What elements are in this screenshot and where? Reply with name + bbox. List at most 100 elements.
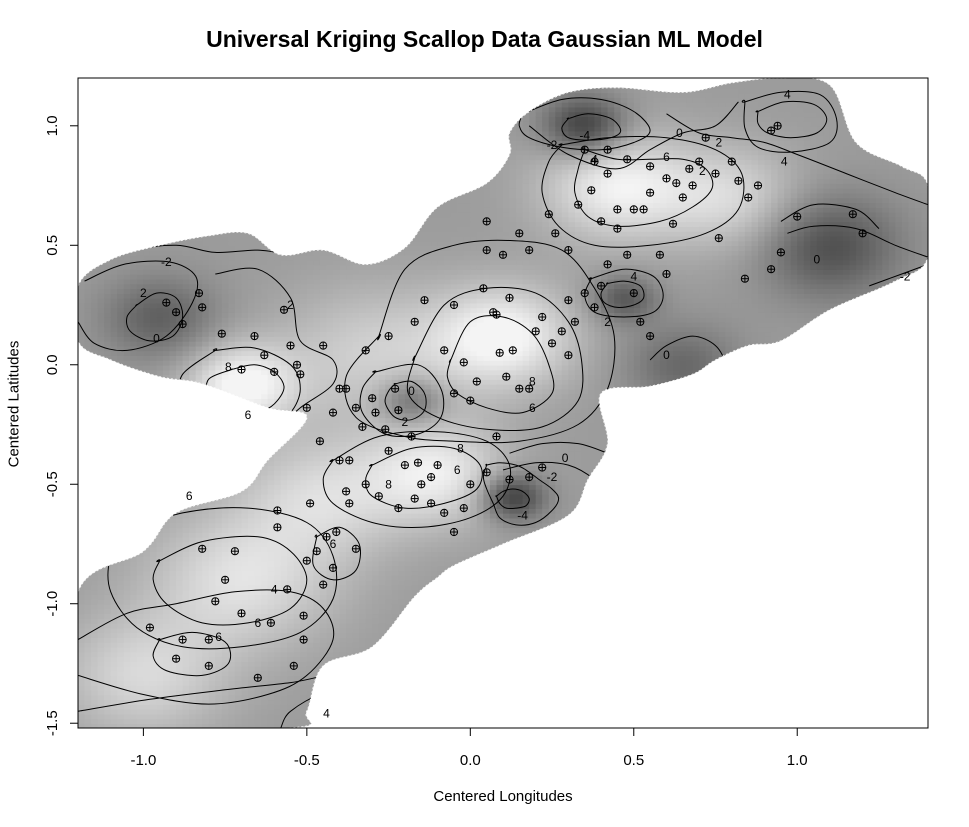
surface-cell-3208 — [228, 340, 236, 347]
surface-cell-3508 — [241, 207, 249, 213]
surface-cell-2053 — [176, 661, 184, 667]
surface-cell-4606 — [293, 159, 302, 165]
surface-cell-4068 — [267, 130, 275, 137]
surface-cell-21 — [78, 622, 86, 629]
surface-cell-2120 — [176, 340, 184, 347]
surface-cell-4120 — [274, 532, 282, 538]
surface-cell-4489 — [293, 718, 302, 724]
surface-cell-2352 — [189, 532, 197, 538]
surface-cell-1070 — [123, 159, 132, 165]
surface-cell-2114 — [176, 369, 184, 376]
surface-cell-1178 — [130, 293, 138, 299]
surface-cell-41 — [78, 527, 86, 533]
surface-cell-544 — [104, 723, 112, 728]
surface-cell-3312 — [234, 493, 243, 500]
surface-cell-3693 — [254, 622, 262, 629]
surface-cell-2967 — [215, 192, 223, 199]
surface-cell-4300 — [280, 321, 289, 328]
surface-cell-371 — [91, 250, 99, 256]
surface-cell-2822 — [208, 235, 217, 242]
surface-cell-4728 — [300, 226, 308, 232]
surface-cell-4674 — [300, 484, 308, 490]
surface-cell-2297 — [182, 144, 190, 151]
surface-cell-2595 — [202, 670, 210, 677]
surface-cell-3189 — [228, 431, 236, 438]
surface-cell-953 — [123, 718, 132, 724]
surface-cell-172 — [84, 551, 92, 557]
surface-cell-2343 — [189, 575, 197, 581]
surface-cell-4320 — [280, 226, 289, 232]
surface-cell-2757 — [208, 546, 217, 552]
surface-cell-711 — [110, 575, 119, 581]
surface-cell-2296 — [182, 149, 190, 156]
surface-cell-497 — [97, 297, 105, 304]
surface-cell-3707 — [254, 555, 262, 562]
surface-cell-1502 — [149, 694, 158, 701]
surface-cell-4552 — [293, 417, 302, 423]
surface-cell-4114 — [274, 560, 282, 567]
surface-cell-4969 — [313, 374, 321, 380]
surface-cell-522 — [97, 178, 105, 184]
surface-cell-4466 — [287, 178, 295, 184]
surface-cell-2334 — [189, 618, 197, 624]
surface-cell-2720 — [208, 723, 217, 728]
surface-cell-1911 — [169, 689, 177, 696]
surface-cell-1099 — [130, 670, 138, 677]
surface-cell-128 — [78, 111, 86, 118]
surface-cell-4902 — [313, 694, 321, 701]
surface-cell-593 — [104, 489, 112, 495]
surface-cell-1608 — [149, 187, 158, 194]
surface-cell-221 — [84, 317, 92, 323]
surface-cell-2906 — [215, 484, 223, 490]
surface-cell-4708 — [300, 321, 308, 328]
surface-cell-1468 — [143, 207, 151, 213]
surface-cell-2389 — [189, 355, 197, 361]
surface-cell-2786 — [208, 407, 217, 414]
surface-cell-2175 — [176, 78, 184, 84]
surface-cell-1634 — [156, 713, 164, 720]
surface-cell-2813 — [208, 278, 217, 285]
surface-cell-3998 — [267, 465, 275, 471]
surface-cell-795 — [110, 173, 119, 180]
surface-cell-3507 — [241, 211, 249, 218]
surface-cell-2190 — [182, 656, 190, 662]
surface-cell-3415 — [241, 651, 249, 658]
surface-cell-1019 — [123, 403, 132, 409]
surface-cell-2919 — [215, 422, 223, 428]
surface-cell-1012 — [123, 436, 132, 443]
surface-cell-4150 — [274, 388, 282, 395]
surface-cell-177 — [84, 527, 92, 533]
surface-cell-1616 — [149, 149, 158, 156]
surface-cell-1740 — [156, 207, 164, 213]
surface-cell-1708 — [156, 360, 164, 366]
surface-cell-33 — [78, 565, 86, 572]
surface-cell-1440 — [143, 340, 151, 347]
surface-cell-361 — [91, 297, 99, 304]
surface-cell-2797 — [208, 355, 217, 361]
surface-cell-3478 — [241, 350, 249, 356]
surface-cell-532 — [97, 130, 105, 137]
surface-cell-3922 — [261, 178, 269, 184]
surface-cell-1898 — [163, 101, 171, 108]
surface-cell-3042 — [221, 484, 230, 490]
surface-cell-3548 — [248, 665, 256, 672]
surface-cell-4236 — [280, 627, 289, 634]
surface-cell-2128 — [176, 302, 184, 309]
surface-cell-4610 — [293, 140, 302, 146]
surface-cell-3980 — [267, 551, 275, 557]
surface-cell-1005 — [123, 469, 132, 476]
surface-cell-798 — [110, 159, 119, 165]
surface-cell-4298 — [280, 331, 289, 337]
surface-cell-4476 — [287, 130, 295, 137]
surface-cell-3967 — [267, 613, 275, 619]
surface-cell-3867 — [261, 441, 269, 447]
surface-cell-4989 — [313, 278, 321, 285]
surface-cell-2299 — [182, 135, 190, 141]
surface-cell-3527 — [241, 116, 249, 122]
surface-cell-2834 — [208, 178, 217, 184]
surface-cell-1429 — [143, 393, 151, 399]
surface-cell-598 — [104, 465, 112, 471]
surface-cell-1751 — [156, 154, 164, 161]
surface-cell-905 — [117, 297, 125, 304]
surface-cell-2660 — [202, 360, 210, 366]
